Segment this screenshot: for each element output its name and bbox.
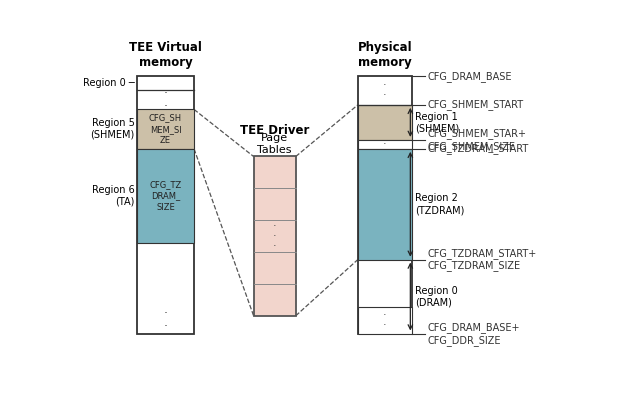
Text: TEE Virtual
memory: TEE Virtual memory xyxy=(129,41,202,69)
Text: TEE Driver: TEE Driver xyxy=(240,124,309,137)
Bar xyxy=(358,76,412,334)
Bar xyxy=(358,149,412,260)
Text: CFG_TZDRAM_START: CFG_TZDRAM_START xyxy=(428,143,529,154)
Text: Page
Tables: Page Tables xyxy=(257,134,292,155)
Bar xyxy=(253,156,296,316)
Bar xyxy=(358,105,412,140)
Bar xyxy=(137,110,194,149)
Text: Region 2
(TZDRAM): Region 2 (TZDRAM) xyxy=(415,193,464,215)
Text: Region 6
(TA): Region 6 (TA) xyxy=(92,185,134,207)
Bar xyxy=(137,149,194,243)
Text: ·
·: · · xyxy=(164,87,168,113)
Bar xyxy=(358,140,412,149)
Text: CFG_SH
MEM_SI
ZE: CFG_SH MEM_SI ZE xyxy=(149,113,182,145)
Bar xyxy=(137,76,194,334)
Text: ·
·
·: · · · xyxy=(273,221,276,251)
Text: CFG_DRAM_BASE+
CFG_DDR_SIZE: CFG_DRAM_BASE+ CFG_DDR_SIZE xyxy=(428,322,520,346)
Text: ·
·: · · xyxy=(164,307,168,333)
Text: CFG_TZDRAM_START+
CFG_TZDRAM_SIZE: CFG_TZDRAM_START+ CFG_TZDRAM_SIZE xyxy=(428,248,536,271)
Text: Region 1
(SHMEM): Region 1 (SHMEM) xyxy=(415,112,459,133)
Text: Physical
memory: Physical memory xyxy=(358,41,412,69)
Text: Region 0
(DRAM): Region 0 (DRAM) xyxy=(415,286,458,307)
Text: Region 5
(SHMEM): Region 5 (SHMEM) xyxy=(90,118,134,140)
Text: Region 0 ─: Region 0 ─ xyxy=(83,78,134,88)
Text: ·
·: · · xyxy=(383,80,387,100)
Text: CFG_SHMEM_STAR+
CFG_SHMEM_SIZE: CFG_SHMEM_STAR+ CFG_SHMEM_SIZE xyxy=(428,128,526,152)
Text: ·: · xyxy=(383,139,387,149)
Text: CFG_TZ
DRAM_
SIZE: CFG_TZ DRAM_ SIZE xyxy=(149,180,182,212)
Text: CFG_DRAM_BASE: CFG_DRAM_BASE xyxy=(428,71,512,82)
Bar xyxy=(358,307,412,334)
Text: CFG_SHMEM_START: CFG_SHMEM_START xyxy=(428,99,524,110)
Text: ·
·: · · xyxy=(383,310,387,330)
